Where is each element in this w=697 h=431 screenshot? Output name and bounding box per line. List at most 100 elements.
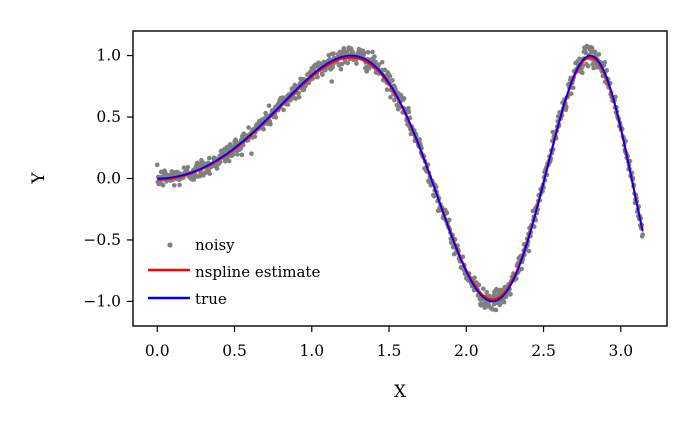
noisy-point bbox=[246, 125, 251, 130]
noisy-point bbox=[406, 109, 412, 115]
noisy-point bbox=[592, 49, 598, 55]
noisy-point bbox=[218, 159, 223, 165]
noisy-point bbox=[285, 102, 291, 107]
true-line bbox=[157, 54, 644, 303]
x-axis-ticks: 0.0 0.5 1.0 1.5 2.0 2.5 3.0 bbox=[145, 326, 633, 360]
noisy-point bbox=[526, 248, 532, 254]
noisy-point bbox=[273, 115, 279, 120]
noisy-point bbox=[160, 182, 166, 188]
noisy-point bbox=[564, 104, 569, 110]
noisy-point bbox=[235, 152, 240, 157]
noisy-point bbox=[640, 232, 645, 237]
noisy-point bbox=[568, 91, 574, 96]
y-tick-label: 0.5 bbox=[96, 108, 121, 126]
noisy-point bbox=[373, 59, 378, 65]
noisy-point bbox=[214, 166, 220, 171]
noisy-point bbox=[446, 217, 452, 223]
noisy-point bbox=[494, 286, 499, 292]
legend-nspline-label: nspline estimate bbox=[195, 263, 320, 281]
noisy-point bbox=[613, 94, 618, 100]
noisy-point bbox=[238, 145, 244, 151]
y-axis-label: Y bbox=[29, 172, 49, 185]
y-tick-label: −1.0 bbox=[83, 292, 121, 310]
noisy-point bbox=[490, 307, 495, 312]
noisy-point bbox=[481, 286, 486, 292]
noisy-point bbox=[508, 292, 513, 297]
noisy-point bbox=[154, 162, 160, 168]
lines-layer bbox=[157, 54, 644, 303]
noisy-point bbox=[226, 158, 232, 164]
noisy-point bbox=[501, 299, 507, 305]
noisy-point bbox=[261, 126, 266, 132]
noisy-point bbox=[345, 60, 351, 66]
noisy-point bbox=[185, 164, 191, 170]
noisy-point bbox=[361, 50, 367, 55]
noisy-point bbox=[207, 171, 213, 177]
x-tick-label: 0.5 bbox=[222, 342, 247, 360]
noisy-point bbox=[602, 60, 608, 65]
noisy-point bbox=[476, 282, 482, 288]
noisy-point bbox=[384, 87, 390, 92]
noisy-point bbox=[281, 107, 286, 113]
noisy-point bbox=[296, 95, 302, 100]
noisy-point bbox=[503, 294, 509, 300]
noisy-point bbox=[493, 307, 499, 313]
noisy-point bbox=[171, 183, 177, 188]
y-tick-label: 1.0 bbox=[96, 47, 121, 65]
noisy-point bbox=[376, 62, 382, 67]
noisy-point bbox=[330, 65, 335, 70]
noisy-point bbox=[390, 77, 395, 83]
y-tick-label: 0.0 bbox=[96, 170, 121, 188]
noisy-point bbox=[169, 169, 175, 174]
noisy-point bbox=[401, 96, 407, 101]
noisy-point bbox=[249, 151, 254, 156]
noisy-point bbox=[331, 51, 336, 56]
noisy-point bbox=[394, 102, 400, 108]
x-axis-label: X bbox=[394, 382, 407, 402]
x-tick-label: 2.5 bbox=[531, 342, 556, 360]
x-tick-label: 2.0 bbox=[454, 342, 479, 360]
noisy-point bbox=[484, 289, 490, 295]
noisy-point bbox=[230, 152, 236, 157]
noisy-point bbox=[398, 93, 404, 98]
noisy-point bbox=[339, 61, 345, 67]
noisy-point bbox=[472, 275, 477, 281]
noisy-point bbox=[354, 61, 359, 66]
noisy-point bbox=[590, 61, 595, 67]
legend: noisy nspline estimate true bbox=[148, 236, 320, 308]
noisy-point bbox=[206, 155, 212, 161]
x-tick-label: 0.0 bbox=[145, 342, 170, 360]
noisy-point bbox=[519, 266, 524, 272]
x-tick-label: 1.0 bbox=[299, 342, 324, 360]
noisy-point bbox=[315, 74, 320, 80]
y-tick-label: −0.5 bbox=[83, 231, 121, 249]
noisy-point bbox=[252, 134, 258, 139]
noisy-point bbox=[406, 105, 411, 111]
y-axis-ticks: −1.0 −0.5 0.0 0.5 1.0 bbox=[83, 47, 133, 310]
noisy-point bbox=[596, 52, 602, 57]
legend-noisy-marker bbox=[167, 242, 173, 248]
noisy-point bbox=[323, 67, 328, 73]
plot-frame bbox=[132, 30, 668, 327]
noisy-point bbox=[338, 66, 344, 72]
noisy-point bbox=[392, 97, 397, 103]
noisy-point bbox=[379, 59, 385, 65]
noisy-point bbox=[266, 103, 272, 109]
noisy-point bbox=[296, 90, 301, 96]
noisy-point bbox=[365, 50, 371, 55]
noisy-point bbox=[417, 137, 422, 142]
noisy-point bbox=[604, 68, 610, 73]
noisy-point bbox=[372, 54, 377, 59]
noisy-point bbox=[577, 56, 582, 62]
noisy-point bbox=[388, 95, 393, 100]
legend-noisy-label: noisy bbox=[195, 236, 235, 254]
noisy-point bbox=[570, 85, 576, 91]
legend-true-label: true bbox=[195, 290, 227, 308]
noisy-point bbox=[239, 152, 245, 158]
noisy-point bbox=[370, 49, 375, 55]
x-tick-label: 3.0 bbox=[608, 342, 633, 360]
noisy-point bbox=[387, 73, 393, 79]
noisy-point bbox=[177, 182, 182, 188]
noisy-point bbox=[320, 72, 325, 78]
